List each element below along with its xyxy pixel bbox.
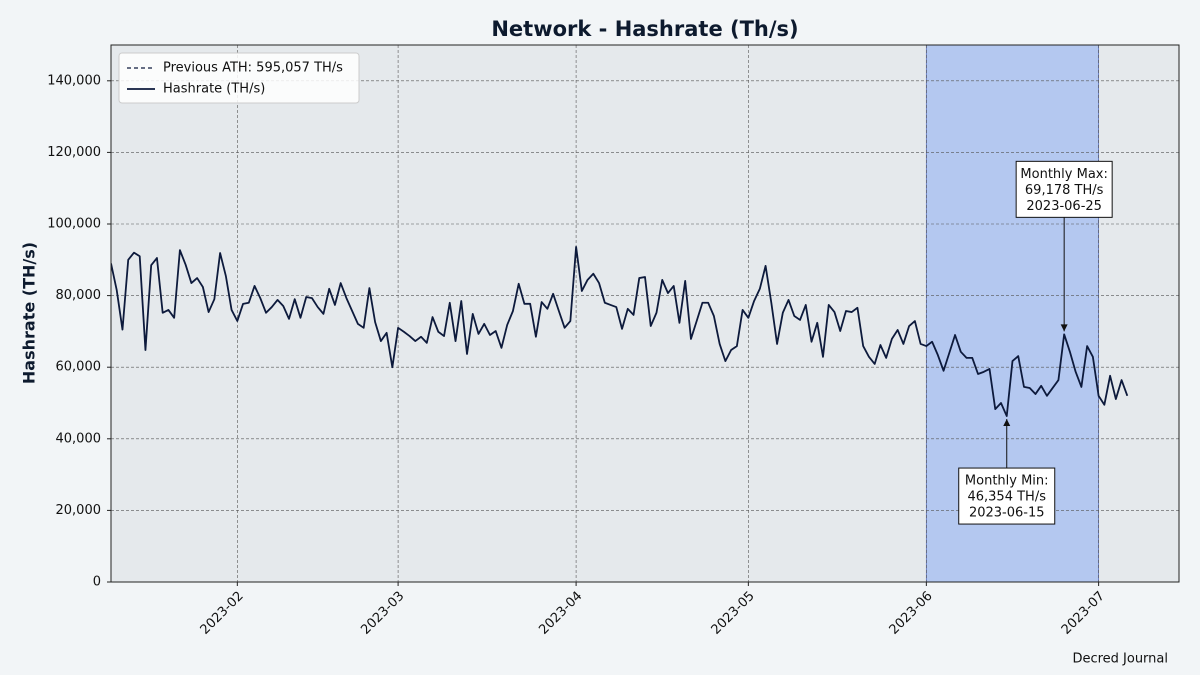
y-tick-label: 0 — [93, 575, 101, 590]
y-tick-label: 140,000 — [47, 73, 101, 88]
data-line — [111, 246, 1129, 417]
x-tick-label: 2023-03 — [358, 589, 407, 638]
annotation-text: 69,178 TH/s — [1025, 183, 1104, 198]
annotation-text: 2023-06-15 — [969, 506, 1045, 521]
annotation-box — [958, 467, 1056, 525]
annotation-box — [1015, 160, 1113, 218]
annotation-text: 2023-06-25 — [1026, 199, 1102, 214]
annotation-text: 46,354 TH/s — [967, 490, 1046, 505]
y-tick-label: 120,000 — [47, 145, 101, 160]
x-tick-label: 2023-07 — [1059, 589, 1108, 638]
x-tick-label: 2023-02 — [198, 589, 247, 638]
y-tick-label: 40,000 — [56, 431, 102, 446]
legend-label: Hashrate (TH/s) — [163, 82, 265, 97]
chart-title: Network - Hashrate (Th/s) — [491, 17, 798, 41]
x-tick-label: 2023-04 — [536, 589, 585, 638]
annotation-text: Monthly Max: — [1020, 167, 1107, 182]
y-axis-label: Hashrate (TH/s) — [20, 242, 39, 384]
y-tick-label: 80,000 — [56, 288, 102, 303]
plot-frame — [110, 44, 1180, 583]
x-tick-label: 2023-05 — [709, 589, 758, 638]
annotation-arrowhead — [1003, 419, 1011, 427]
legend-label: Previous ATH: 595,057 TH/s — [163, 61, 343, 76]
y-tick-label: 20,000 — [56, 503, 102, 518]
annotation-text: Monthly Min: — [965, 474, 1049, 489]
annotation-arrowhead — [1060, 324, 1068, 332]
source: Decred Journal — [1072, 652, 1168, 667]
x-tick-label: 2023-06 — [887, 589, 936, 638]
legend-box — [118, 52, 360, 104]
y-tick-label: 100,000 — [47, 217, 101, 232]
y-tick-label: 60,000 — [56, 360, 102, 375]
plot-layer — [111, 44, 1179, 583]
